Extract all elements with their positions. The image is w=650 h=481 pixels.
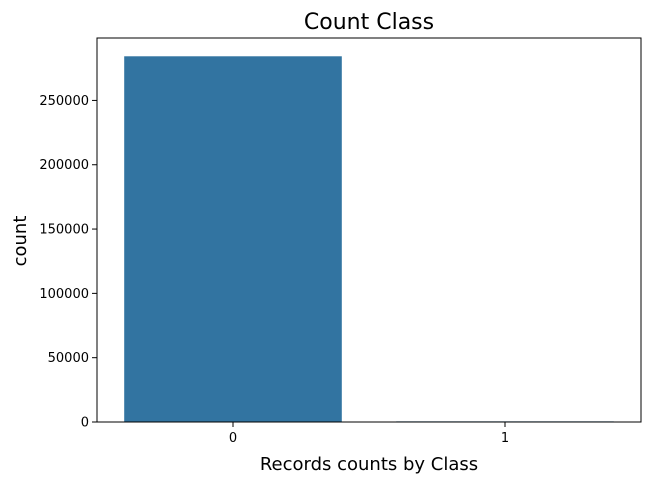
y-tick-label: 0 [81,416,89,431]
plot-area: 0 50000 100000 150000 200000 250000 0 1 [39,56,614,446]
y-tick-label: 50000 [48,351,89,366]
x-axis-label: Records counts by Class [260,454,478,475]
chart-title: Count Class [304,10,434,35]
plot-frame [96,37,642,423]
y-tick-label: 250000 [39,94,89,109]
y-tick-label: 200000 [39,158,89,173]
x-tick-label: 1 [501,431,509,446]
y-axis-label: count [10,216,31,267]
y-tick-label: 150000 [39,223,89,238]
bar-0 [124,56,342,423]
y-tick-label: 100000 [39,287,89,302]
x-tick-label: 0 [229,431,237,446]
